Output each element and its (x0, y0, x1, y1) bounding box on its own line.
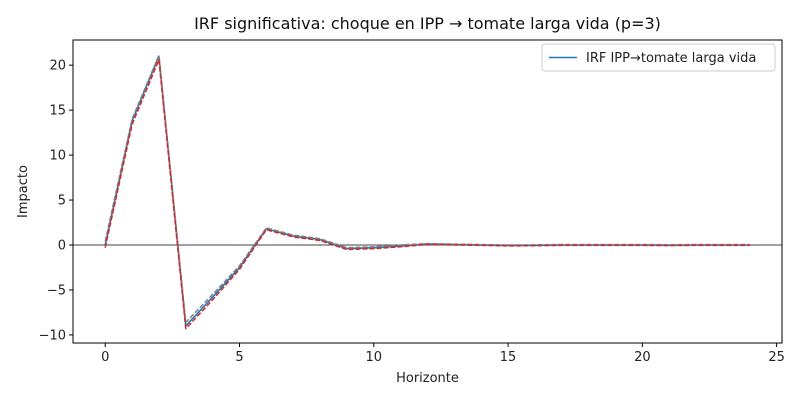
chart-title: IRF significativa: choque en IPP → tomat… (194, 14, 661, 33)
plot-frame (72, 39, 783, 344)
y-axis-ticks: −10 −5 0 5 10 15 20 (39, 59, 73, 343)
series-line-irf (104, 55, 750, 327)
y-tick-label: 20 (49, 59, 66, 74)
x-tick-label: 0 (101, 350, 109, 365)
x-axis-label: Horizonte (396, 371, 459, 386)
y-tick-label: 0 (58, 238, 66, 253)
y-tick-label: 10 (49, 149, 66, 164)
y-tick-label: 15 (49, 104, 66, 119)
legend-entry-irf: IRF IPP→tomate larga vida (586, 51, 756, 66)
x-tick-label: 20 (634, 350, 651, 365)
series-line-lower-band (104, 59, 750, 330)
x-tick-label: 25 (768, 350, 785, 365)
x-tick-label: 10 (366, 350, 383, 365)
x-tick-label: 15 (500, 350, 517, 365)
y-tick-label: −10 (39, 328, 66, 343)
x-tick-label: 5 (235, 350, 243, 365)
legend-box (541, 43, 776, 72)
plot-content (73, 54, 782, 330)
y-tick-label: 5 (58, 194, 66, 209)
series-line-upper-band (104, 54, 750, 324)
y-axis-label: Impacto (16, 165, 31, 218)
legend: IRF IPP→tomate larga vida (541, 43, 776, 72)
y-tick-label: −5 (47, 283, 66, 298)
x-axis-ticks: 0 5 10 15 20 25 (101, 343, 785, 365)
